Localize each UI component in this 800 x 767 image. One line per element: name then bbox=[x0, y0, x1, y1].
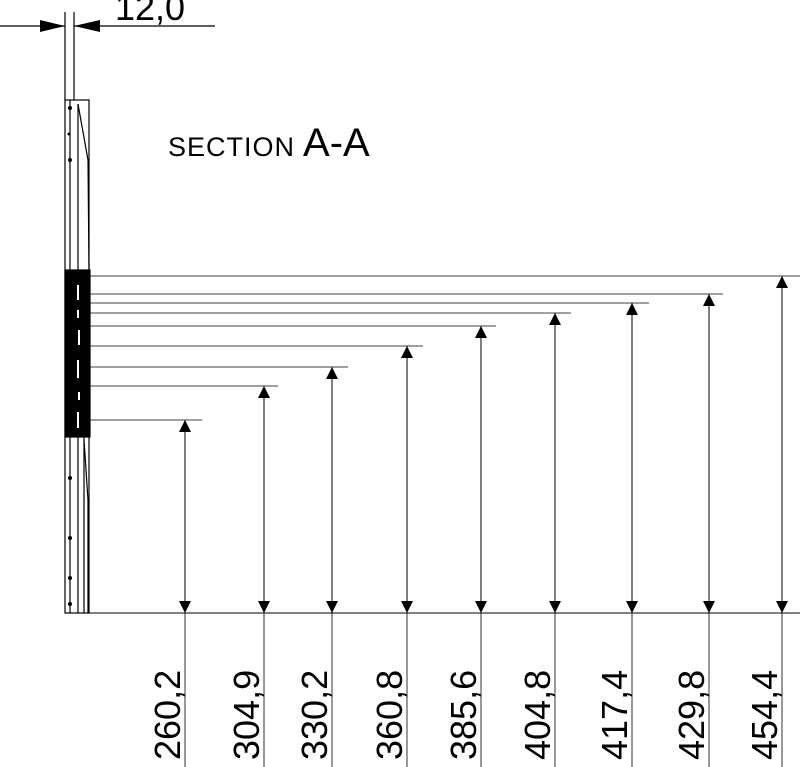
height-dimension: 454,4 bbox=[90, 275, 800, 767]
dimension-label: 417,4 bbox=[594, 670, 635, 760]
height-dimension: 429,8 bbox=[90, 293, 723, 767]
dimension-label: 404,8 bbox=[517, 670, 558, 760]
height-dimension: 360,8 bbox=[90, 345, 423, 767]
height-dimension: 260,2 bbox=[90, 419, 202, 767]
dimension-label: 360,8 bbox=[369, 670, 410, 760]
dimension-label: 330,2 bbox=[294, 670, 335, 760]
height-dimension: 385,6 bbox=[90, 325, 496, 767]
dimension-label: 429,8 bbox=[671, 670, 712, 760]
height-dimension: 404,8 bbox=[90, 312, 571, 767]
dimension-label: 304,9 bbox=[226, 670, 267, 760]
thickness-dimension: 12,0 bbox=[0, 0, 215, 100]
dimension-label: 454,4 bbox=[744, 670, 785, 760]
thickness-label: 12,0 bbox=[115, 0, 185, 28]
height-dimensions: 260,2 304,9 330,2 360,8 385,6 404,8 417,4 429,8… bbox=[90, 275, 800, 767]
height-dimension: 304,9 bbox=[90, 385, 278, 767]
section-id: A-A bbox=[303, 121, 370, 165]
dimension-label: 385,6 bbox=[443, 670, 484, 760]
dimension-label: 260,2 bbox=[147, 670, 188, 760]
section-title: SECTION A-A bbox=[168, 121, 370, 165]
panel-profile bbox=[64, 99, 91, 614]
height-dimension: 330,2 bbox=[90, 366, 348, 767]
section-word: SECTION bbox=[168, 132, 295, 162]
height-dimension: 417,4 bbox=[90, 302, 649, 767]
